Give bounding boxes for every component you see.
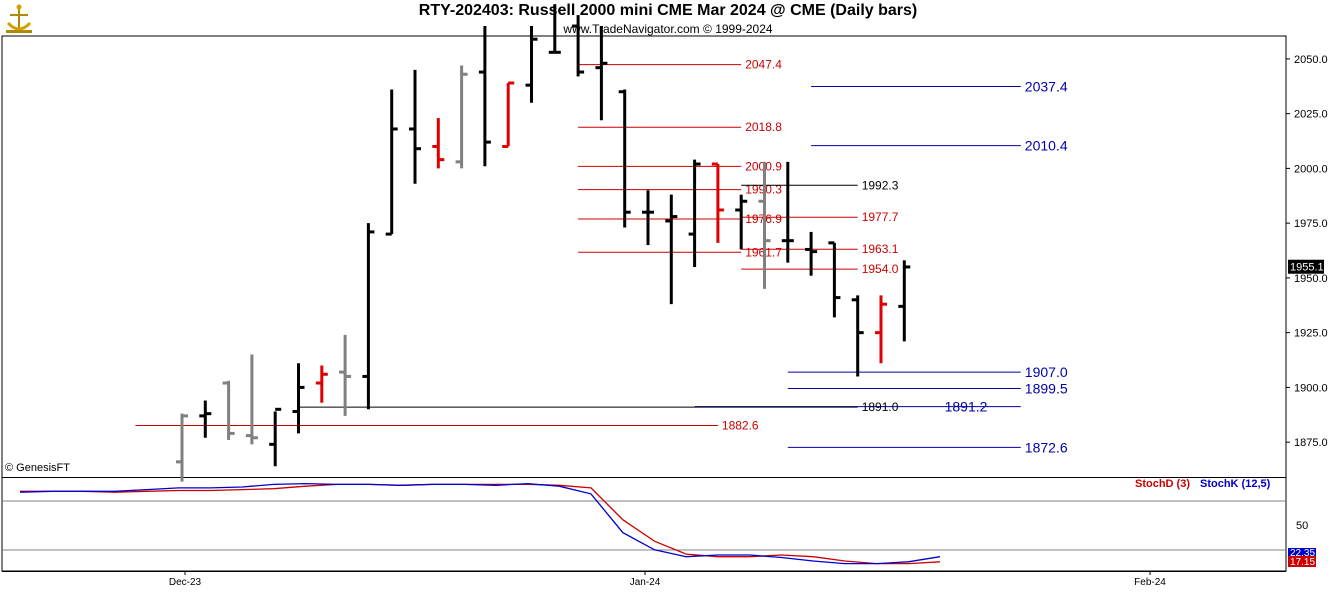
ohlc-bar xyxy=(711,162,724,243)
ohlc-bar xyxy=(525,26,538,103)
level-label: 1899.5 xyxy=(1025,380,1068,396)
level-label: 1891.2 xyxy=(945,399,988,415)
level-label: 1872.6 xyxy=(1025,439,1068,455)
stochk-legend: StochK (12,5) xyxy=(1200,478,1271,490)
ohlc-bar xyxy=(432,118,445,169)
ohlc-bar xyxy=(502,81,515,148)
stochd-legend: StochD (3) xyxy=(1135,478,1190,490)
y-tick-label: 2000.0 xyxy=(1294,163,1328,175)
x-tick-label: Feb-24 xyxy=(1134,577,1166,588)
stochk-line xyxy=(19,482,941,565)
ohlc-bar xyxy=(805,231,818,276)
level-label: 1907.0 xyxy=(1025,364,1068,380)
ohlc-bar xyxy=(409,69,421,184)
chart-subtitle: www.TradeNavigator.com © 1999-2024 xyxy=(563,22,773,36)
stochk-badge-label: 22.35 xyxy=(1290,548,1315,559)
level-label: 2047.4 xyxy=(745,58,782,72)
y-tick-label: 2025.0 xyxy=(1294,109,1328,121)
ohlc-bar xyxy=(875,295,887,364)
level-label: 1891.0 xyxy=(862,400,899,414)
ohlc-bar xyxy=(548,4,561,54)
ohlc-bar xyxy=(455,65,468,169)
ohlc-bar xyxy=(176,413,188,482)
y-tick-label: 2050.0 xyxy=(1294,54,1328,66)
level-label: 2037.4 xyxy=(1025,78,1068,94)
ohlc-bar xyxy=(898,260,911,342)
ohlc-bar xyxy=(688,159,701,267)
ohlc-bar xyxy=(245,354,258,445)
ohlc-bar xyxy=(595,26,608,121)
level-label: 1954.0 xyxy=(862,262,899,276)
y-tick-label: 1900.0 xyxy=(1294,382,1328,394)
level-label: 1992.3 xyxy=(862,178,899,192)
copyright-text: © GenesisFT xyxy=(5,462,70,474)
ohlc-bar xyxy=(385,89,398,236)
stochd-badge xyxy=(1288,556,1316,567)
x-tick-label: Jan-24 xyxy=(630,577,661,588)
ohlc-bar xyxy=(478,26,491,167)
ohlc-bar xyxy=(665,194,678,305)
last-price-label: 1955.1 xyxy=(1290,262,1324,274)
ohlc-bar xyxy=(618,89,631,228)
ohlc-bar xyxy=(315,365,328,403)
trade-navigator-logo-icon xyxy=(6,4,32,33)
ohlc-bar xyxy=(851,295,864,377)
stochk-badge xyxy=(1288,548,1316,558)
level-label: 1963.1 xyxy=(862,242,899,256)
ohlc-bar xyxy=(222,380,235,440)
ohlc-bar xyxy=(572,15,585,77)
y-tick-label: 1875.0 xyxy=(1294,437,1328,449)
level-label: 1882.6 xyxy=(722,419,759,433)
chart-title: RTY-202403: Russell 2000 mini CME Mar 20… xyxy=(418,2,918,19)
level-label: 1977.7 xyxy=(862,210,899,224)
ohlc-bar xyxy=(199,400,212,438)
ohlc-bar xyxy=(758,161,771,289)
stochd-badge-label: 17.15 xyxy=(1290,557,1315,568)
level-label: 2018.8 xyxy=(745,120,782,134)
ohlc-bar xyxy=(828,241,841,318)
ohlc-bar xyxy=(781,161,794,263)
stoch-y-tick-label: 50 xyxy=(1296,520,1308,532)
ohlc-bar xyxy=(735,194,748,250)
y-tick-label: 1925.0 xyxy=(1294,328,1328,340)
ohlc-bar xyxy=(362,223,375,410)
y-tick-label: 1975.0 xyxy=(1294,218,1328,230)
ohlc-bar xyxy=(339,334,352,416)
stochd-line xyxy=(20,483,941,565)
ohlc-bar xyxy=(292,363,305,434)
x-tick-label: Dec-23 xyxy=(169,577,202,588)
ohlc-bar xyxy=(642,190,654,246)
ohlc-bar xyxy=(269,407,282,467)
y-tick-label: 1950.0 xyxy=(1294,273,1328,285)
last-price-badge xyxy=(1288,259,1324,274)
level-label: 2010.4 xyxy=(1025,138,1068,154)
